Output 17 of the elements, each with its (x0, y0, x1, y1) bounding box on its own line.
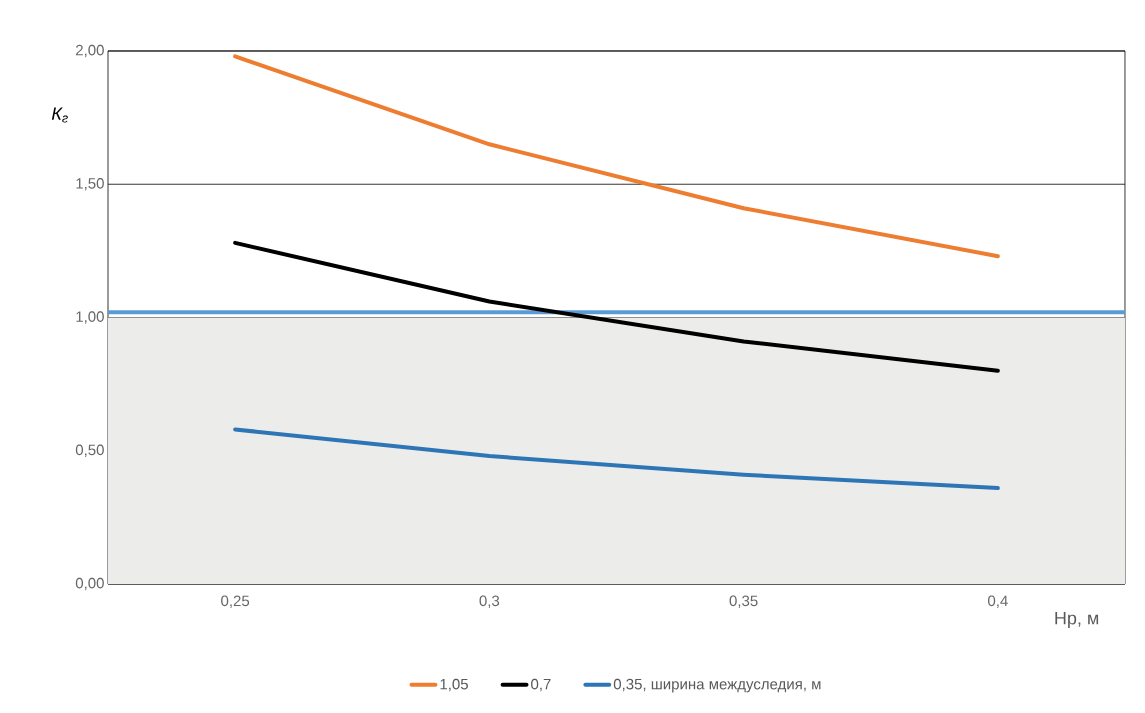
legend-label: 0,35, ширина междуследия, м (613, 678, 821, 693)
y-tick-label: 1,50 (76, 178, 104, 191)
y-tick-label: 2,00 (76, 44, 104, 58)
x-tick-label: 0,4 (988, 595, 1008, 608)
legend-label: 1,05 (440, 678, 468, 692)
x-tick-label: 0,35 (729, 595, 758, 608)
x-tick-label: 0,3 (479, 595, 500, 608)
line-series (233, 427, 1000, 491)
x-tick-label: 0,25 (221, 595, 250, 608)
y-axis-title: К$_{г}$ (51, 107, 68, 123)
y-tick-label: 0,50 (75, 444, 104, 457)
line-series (233, 54, 1000, 259)
y-tick-label: 1,00 (76, 311, 104, 324)
legend-label: 0,7 (531, 678, 551, 692)
line-series (233, 240, 1000, 373)
x-axis-title: Hр, м (1055, 611, 1099, 629)
y-tick-label: 0,00 (75, 577, 104, 591)
